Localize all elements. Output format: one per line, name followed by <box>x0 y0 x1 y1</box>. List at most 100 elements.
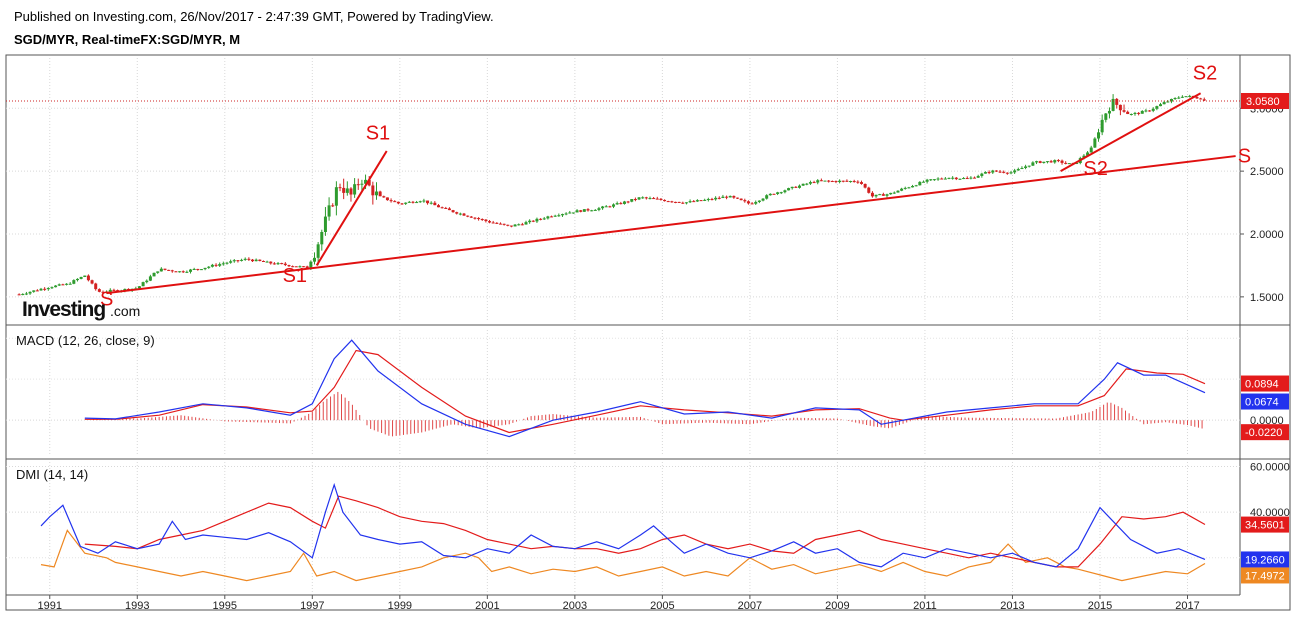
candle-body <box>174 271 178 273</box>
candle-body <box>309 261 313 269</box>
x-tick-label: 2017 <box>1175 600 1199 612</box>
candle-body <box>612 204 616 207</box>
candle-body <box>670 201 674 203</box>
candle-body <box>801 183 805 186</box>
candle-body <box>46 288 50 290</box>
axes: 1991 1993 1995 1997 1999 2001 2003 2005 2007 2009… <box>38 92 1290 612</box>
x-tick-label: 2007 <box>738 600 762 612</box>
x-tick-label: 2005 <box>650 600 674 612</box>
candle-body <box>415 202 419 204</box>
candle-body <box>21 294 25 296</box>
x-tick-label: 2011 <box>913 600 937 612</box>
candle-body <box>1115 98 1119 105</box>
y-tick-label: 2.0000 <box>1250 229 1284 241</box>
annotation-s1: S1 <box>366 123 390 145</box>
candle-body <box>101 291 105 293</box>
candle-body <box>338 187 342 189</box>
candle-body <box>856 181 860 183</box>
candle-body <box>648 198 652 200</box>
candle-body <box>929 179 933 181</box>
x-tick-label: 2003 <box>563 600 587 612</box>
candle-body <box>393 201 397 203</box>
candle-body <box>331 205 335 207</box>
candle-body <box>123 288 127 291</box>
macd-value-badge <box>1241 375 1289 392</box>
annotation-s: S <box>100 289 113 311</box>
candle-body <box>167 269 171 271</box>
candle-body <box>1093 138 1097 148</box>
annotation-s2: S2 <box>1193 62 1217 84</box>
candle-body <box>360 183 364 185</box>
candle-body <box>447 208 451 211</box>
candle-body <box>633 199 637 201</box>
candle-body <box>761 198 765 201</box>
candle-body <box>411 201 415 203</box>
candle-body <box>1082 155 1086 159</box>
candle-body <box>1195 96 1199 99</box>
candle-body <box>152 272 156 277</box>
candle-body <box>677 201 681 203</box>
candle-body <box>65 283 69 285</box>
candle-body <box>805 183 809 185</box>
candle-body <box>546 216 550 219</box>
dmi-y-tick-label: 40.0000 <box>1250 507 1290 519</box>
candle-body <box>615 203 619 205</box>
candle-body <box>1053 160 1057 163</box>
annotation-s: S <box>1238 145 1251 167</box>
candle-body <box>225 262 229 264</box>
candle-body <box>429 202 433 204</box>
candle-body <box>830 181 834 183</box>
candle-body <box>575 210 579 213</box>
candle-body <box>254 259 258 262</box>
candle-body <box>692 201 696 203</box>
price-pane: S S1 S1 S2 S2 S <box>6 62 1251 311</box>
candle-body <box>757 200 761 202</box>
candle-body <box>674 201 678 203</box>
candle-body <box>987 172 991 174</box>
candle-body <box>794 186 798 188</box>
trendline <box>1060 92 1202 173</box>
candle-body <box>994 170 998 172</box>
candle-body <box>342 187 346 193</box>
x-tick-label: 2015 <box>1088 600 1112 612</box>
candle-body <box>137 286 141 289</box>
candle-body <box>1005 172 1009 174</box>
candle-body <box>61 284 65 286</box>
candle-body <box>1031 162 1035 166</box>
macd-value-label: 0.0894 <box>1245 379 1279 391</box>
candle-body <box>1060 160 1064 163</box>
candle-body <box>787 188 791 191</box>
x-tick-label: 2001 <box>475 600 499 612</box>
candle-body <box>841 180 845 182</box>
candle-body <box>404 202 408 204</box>
candle-body <box>86 275 90 281</box>
candle-body <box>57 284 61 286</box>
candle-body <box>199 269 203 271</box>
candle-body <box>506 224 510 226</box>
candle-body <box>488 221 492 223</box>
candle-body <box>867 187 871 193</box>
candle-body <box>261 261 265 263</box>
candle-body <box>313 257 316 262</box>
candle-body <box>466 215 470 217</box>
candle-body <box>298 266 302 268</box>
candle-body <box>870 192 874 197</box>
x-tick-label: 2009 <box>825 600 849 612</box>
y-tick-label: 1.5000 <box>1250 292 1284 304</box>
candle-body <box>1129 114 1133 116</box>
candle-body <box>889 192 893 195</box>
candle-body <box>1038 161 1042 163</box>
candle-body <box>345 188 349 193</box>
candle-body <box>874 194 878 197</box>
candle-body <box>539 218 543 220</box>
candle-body <box>797 185 801 188</box>
grid <box>6 58 1240 592</box>
candle-body <box>619 203 623 205</box>
candle-body <box>896 190 900 193</box>
candle-body <box>717 197 721 199</box>
candle-body <box>247 258 251 260</box>
candle-body <box>535 218 539 222</box>
candle-body <box>732 195 736 198</box>
y-tick-label: 2.5000 <box>1250 166 1284 178</box>
